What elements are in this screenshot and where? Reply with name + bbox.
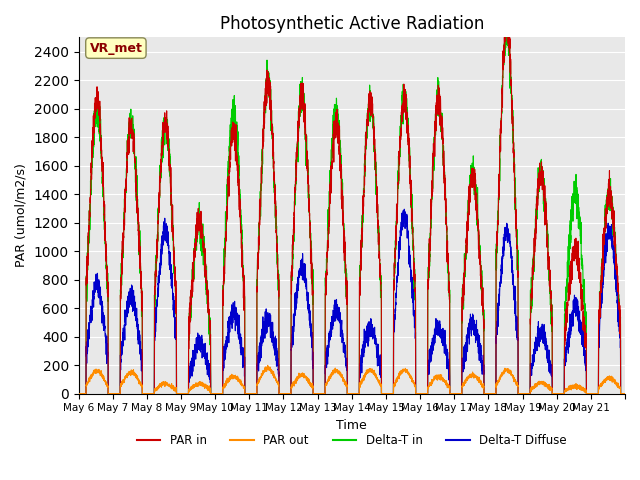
PAR out: [372, 375, 380, 381]
Delta-T in: [401, 89, 409, 95]
PAR in: [502, 38, 509, 44]
Delta-T Diffuse: [621, 391, 629, 396]
Text: VR_met: VR_met: [90, 42, 142, 55]
Title: Photosynthetic Active Radiation: Photosynthetic Active Radiation: [220, 15, 484, 33]
PAR out: [75, 391, 83, 396]
PAR out: [188, 385, 196, 391]
Delta-T Diffuse: [502, 228, 509, 233]
Delta-T in: [75, 391, 83, 396]
Delta-T Diffuse: [188, 360, 196, 366]
Delta-T in: [372, 161, 380, 167]
Delta-T in: [502, 13, 510, 19]
PAR in: [503, 17, 511, 23]
PAR in: [401, 86, 409, 92]
PAR in: [543, 227, 550, 233]
Delta-T Diffuse: [543, 350, 550, 356]
Delta-T in: [502, 23, 509, 28]
X-axis label: Time: Time: [337, 419, 367, 432]
PAR out: [401, 365, 409, 371]
PAR out: [543, 382, 550, 387]
Delta-T in: [621, 391, 629, 396]
PAR out: [621, 391, 629, 396]
Delta-T Diffuse: [401, 206, 408, 212]
Line: PAR out: PAR out: [79, 365, 625, 394]
Line: PAR in: PAR in: [79, 20, 625, 394]
Delta-T in: [543, 224, 550, 230]
PAR in: [75, 391, 83, 396]
Delta-T in: [529, 269, 536, 275]
PAR out: [502, 366, 509, 372]
PAR out: [264, 362, 271, 368]
Delta-T Diffuse: [75, 391, 83, 396]
Delta-T Diffuse: [529, 353, 536, 359]
Line: Delta-T Diffuse: Delta-T Diffuse: [79, 209, 625, 394]
Legend: PAR in, PAR out, Delta-T in, Delta-T Diffuse: PAR in, PAR out, Delta-T in, Delta-T Dif…: [132, 430, 572, 452]
Delta-T in: [188, 287, 196, 292]
PAR in: [621, 391, 629, 396]
PAR in: [529, 283, 536, 288]
PAR in: [188, 277, 196, 283]
PAR out: [529, 384, 536, 390]
PAR in: [372, 173, 380, 179]
Y-axis label: PAR (umol/m2/s): PAR (umol/m2/s): [15, 164, 28, 267]
Delta-T Diffuse: [401, 216, 409, 222]
Delta-T Diffuse: [372, 340, 380, 346]
Line: Delta-T in: Delta-T in: [79, 16, 625, 394]
